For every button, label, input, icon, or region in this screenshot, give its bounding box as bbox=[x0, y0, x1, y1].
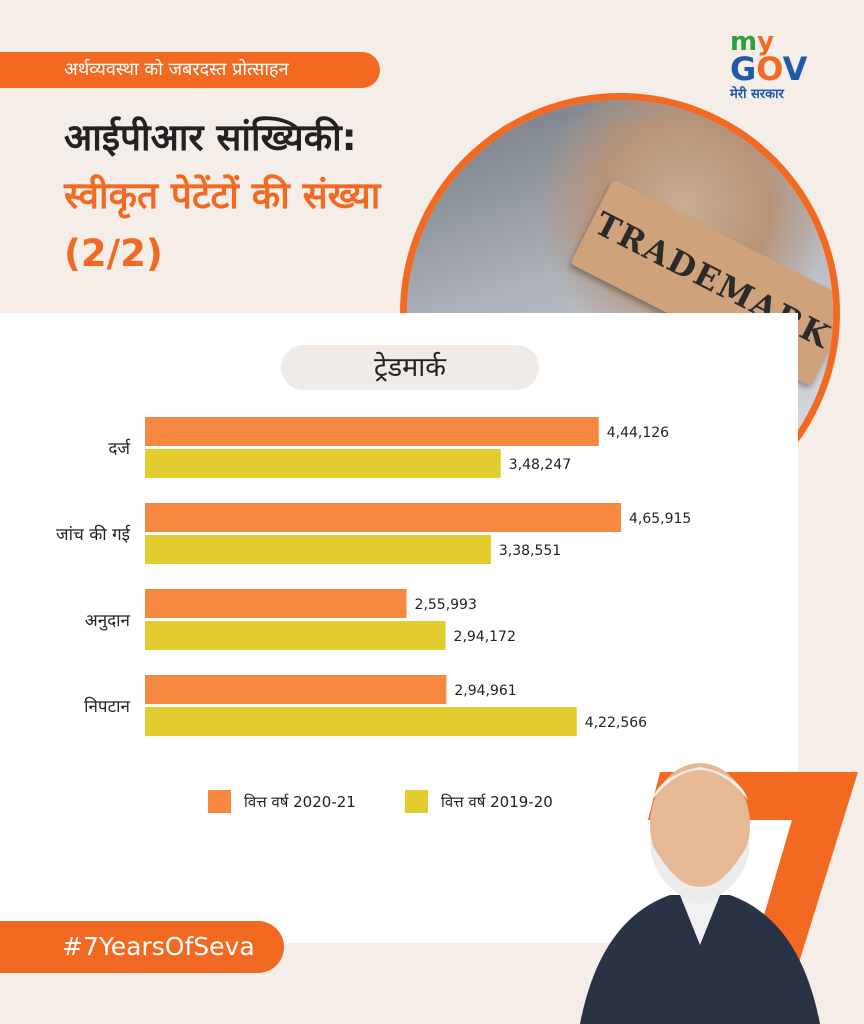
legend-label: वित्त वर्ष 2020-21 bbox=[244, 793, 356, 811]
data-label: 2,55,993 bbox=[415, 597, 477, 613]
bar bbox=[145, 449, 501, 478]
data-label: 3,38,551 bbox=[499, 543, 561, 559]
bar bbox=[145, 675, 447, 704]
category-label: दर्ज bbox=[108, 438, 131, 459]
bar bbox=[145, 417, 599, 446]
hashtag-badge: #7YearsOfSeva bbox=[0, 921, 284, 973]
bar bbox=[145, 707, 577, 736]
person-photo bbox=[580, 763, 820, 1024]
header-tag: अर्थव्यवस्था को जबरदस्त प्रोत्साहन bbox=[0, 52, 380, 88]
logo-tagline: मेरी सरकार bbox=[730, 87, 784, 102]
bar bbox=[145, 589, 407, 618]
data-label: 2,94,172 bbox=[454, 629, 516, 645]
bar bbox=[145, 535, 491, 564]
page-title: आईपीआर सांख्यिकी: bbox=[64, 116, 357, 159]
data-label: 3,48,247 bbox=[509, 457, 571, 473]
data-label: 4,22,566 bbox=[585, 715, 647, 731]
seven-years-graphic bbox=[648, 772, 858, 1024]
legend-swatch bbox=[405, 790, 428, 813]
bar bbox=[145, 621, 446, 650]
legend-swatch bbox=[208, 790, 231, 813]
data-label: 4,44,126 bbox=[607, 425, 669, 441]
page-subtitle: स्वीकृत पेटेंटों की संख्या (2/2) bbox=[64, 174, 381, 275]
bar-chart: दर्ज 4,44,126 3,48,247 जांच की गई 4,65,915 3,… bbox=[56, 417, 691, 813]
data-label: 4,65,915 bbox=[629, 511, 691, 527]
category-label: अनुदान bbox=[85, 611, 131, 631]
category-label: जांच की गई bbox=[56, 524, 131, 545]
data-label: 2,94,961 bbox=[454, 683, 516, 699]
legend-label: वित्त वर्ष 2019-20 bbox=[441, 793, 553, 811]
chart-title: ट्रेडमार्क bbox=[281, 345, 539, 390]
bar bbox=[145, 503, 621, 532]
category-label: निपटान bbox=[84, 696, 130, 717]
mygov-logo: my GOV मेरी सरकार bbox=[730, 29, 820, 110]
